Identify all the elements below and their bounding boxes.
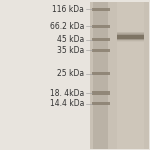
Text: 14.4 kDa: 14.4 kDa [50,99,84,108]
Text: 18. 4kDa: 18. 4kDa [50,88,84,98]
FancyBboxPatch shape [92,102,110,105]
Text: 25 kDa: 25 kDa [57,69,84,78]
FancyBboxPatch shape [117,34,144,40]
FancyBboxPatch shape [117,2,144,148]
Text: 35 kDa: 35 kDa [57,46,84,55]
Text: 66.2 kDa: 66.2 kDa [50,22,84,31]
Text: 45 kDa: 45 kDa [57,35,84,44]
FancyBboxPatch shape [92,72,110,75]
FancyBboxPatch shape [92,25,110,28]
FancyBboxPatch shape [117,33,144,40]
FancyBboxPatch shape [92,49,110,52]
FancyBboxPatch shape [92,8,110,11]
Text: 116 kDa: 116 kDa [52,5,84,14]
FancyBboxPatch shape [117,32,144,41]
FancyBboxPatch shape [117,32,144,42]
FancyBboxPatch shape [90,2,148,148]
FancyBboxPatch shape [117,35,144,39]
FancyBboxPatch shape [92,91,110,95]
FancyBboxPatch shape [93,2,108,148]
FancyBboxPatch shape [92,38,110,41]
